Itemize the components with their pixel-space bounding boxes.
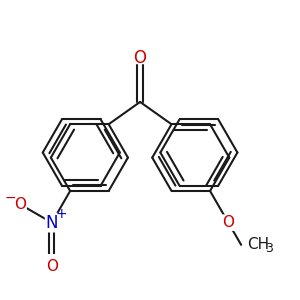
Text: +: + <box>55 206 67 220</box>
Text: O: O <box>222 215 234 230</box>
Text: CH: CH <box>247 237 269 252</box>
Text: O: O <box>14 197 26 212</box>
Text: O: O <box>46 259 58 274</box>
Text: −: − <box>4 191 16 205</box>
Text: 3: 3 <box>266 242 273 255</box>
Text: N: N <box>46 214 58 232</box>
Text: O: O <box>134 49 147 67</box>
